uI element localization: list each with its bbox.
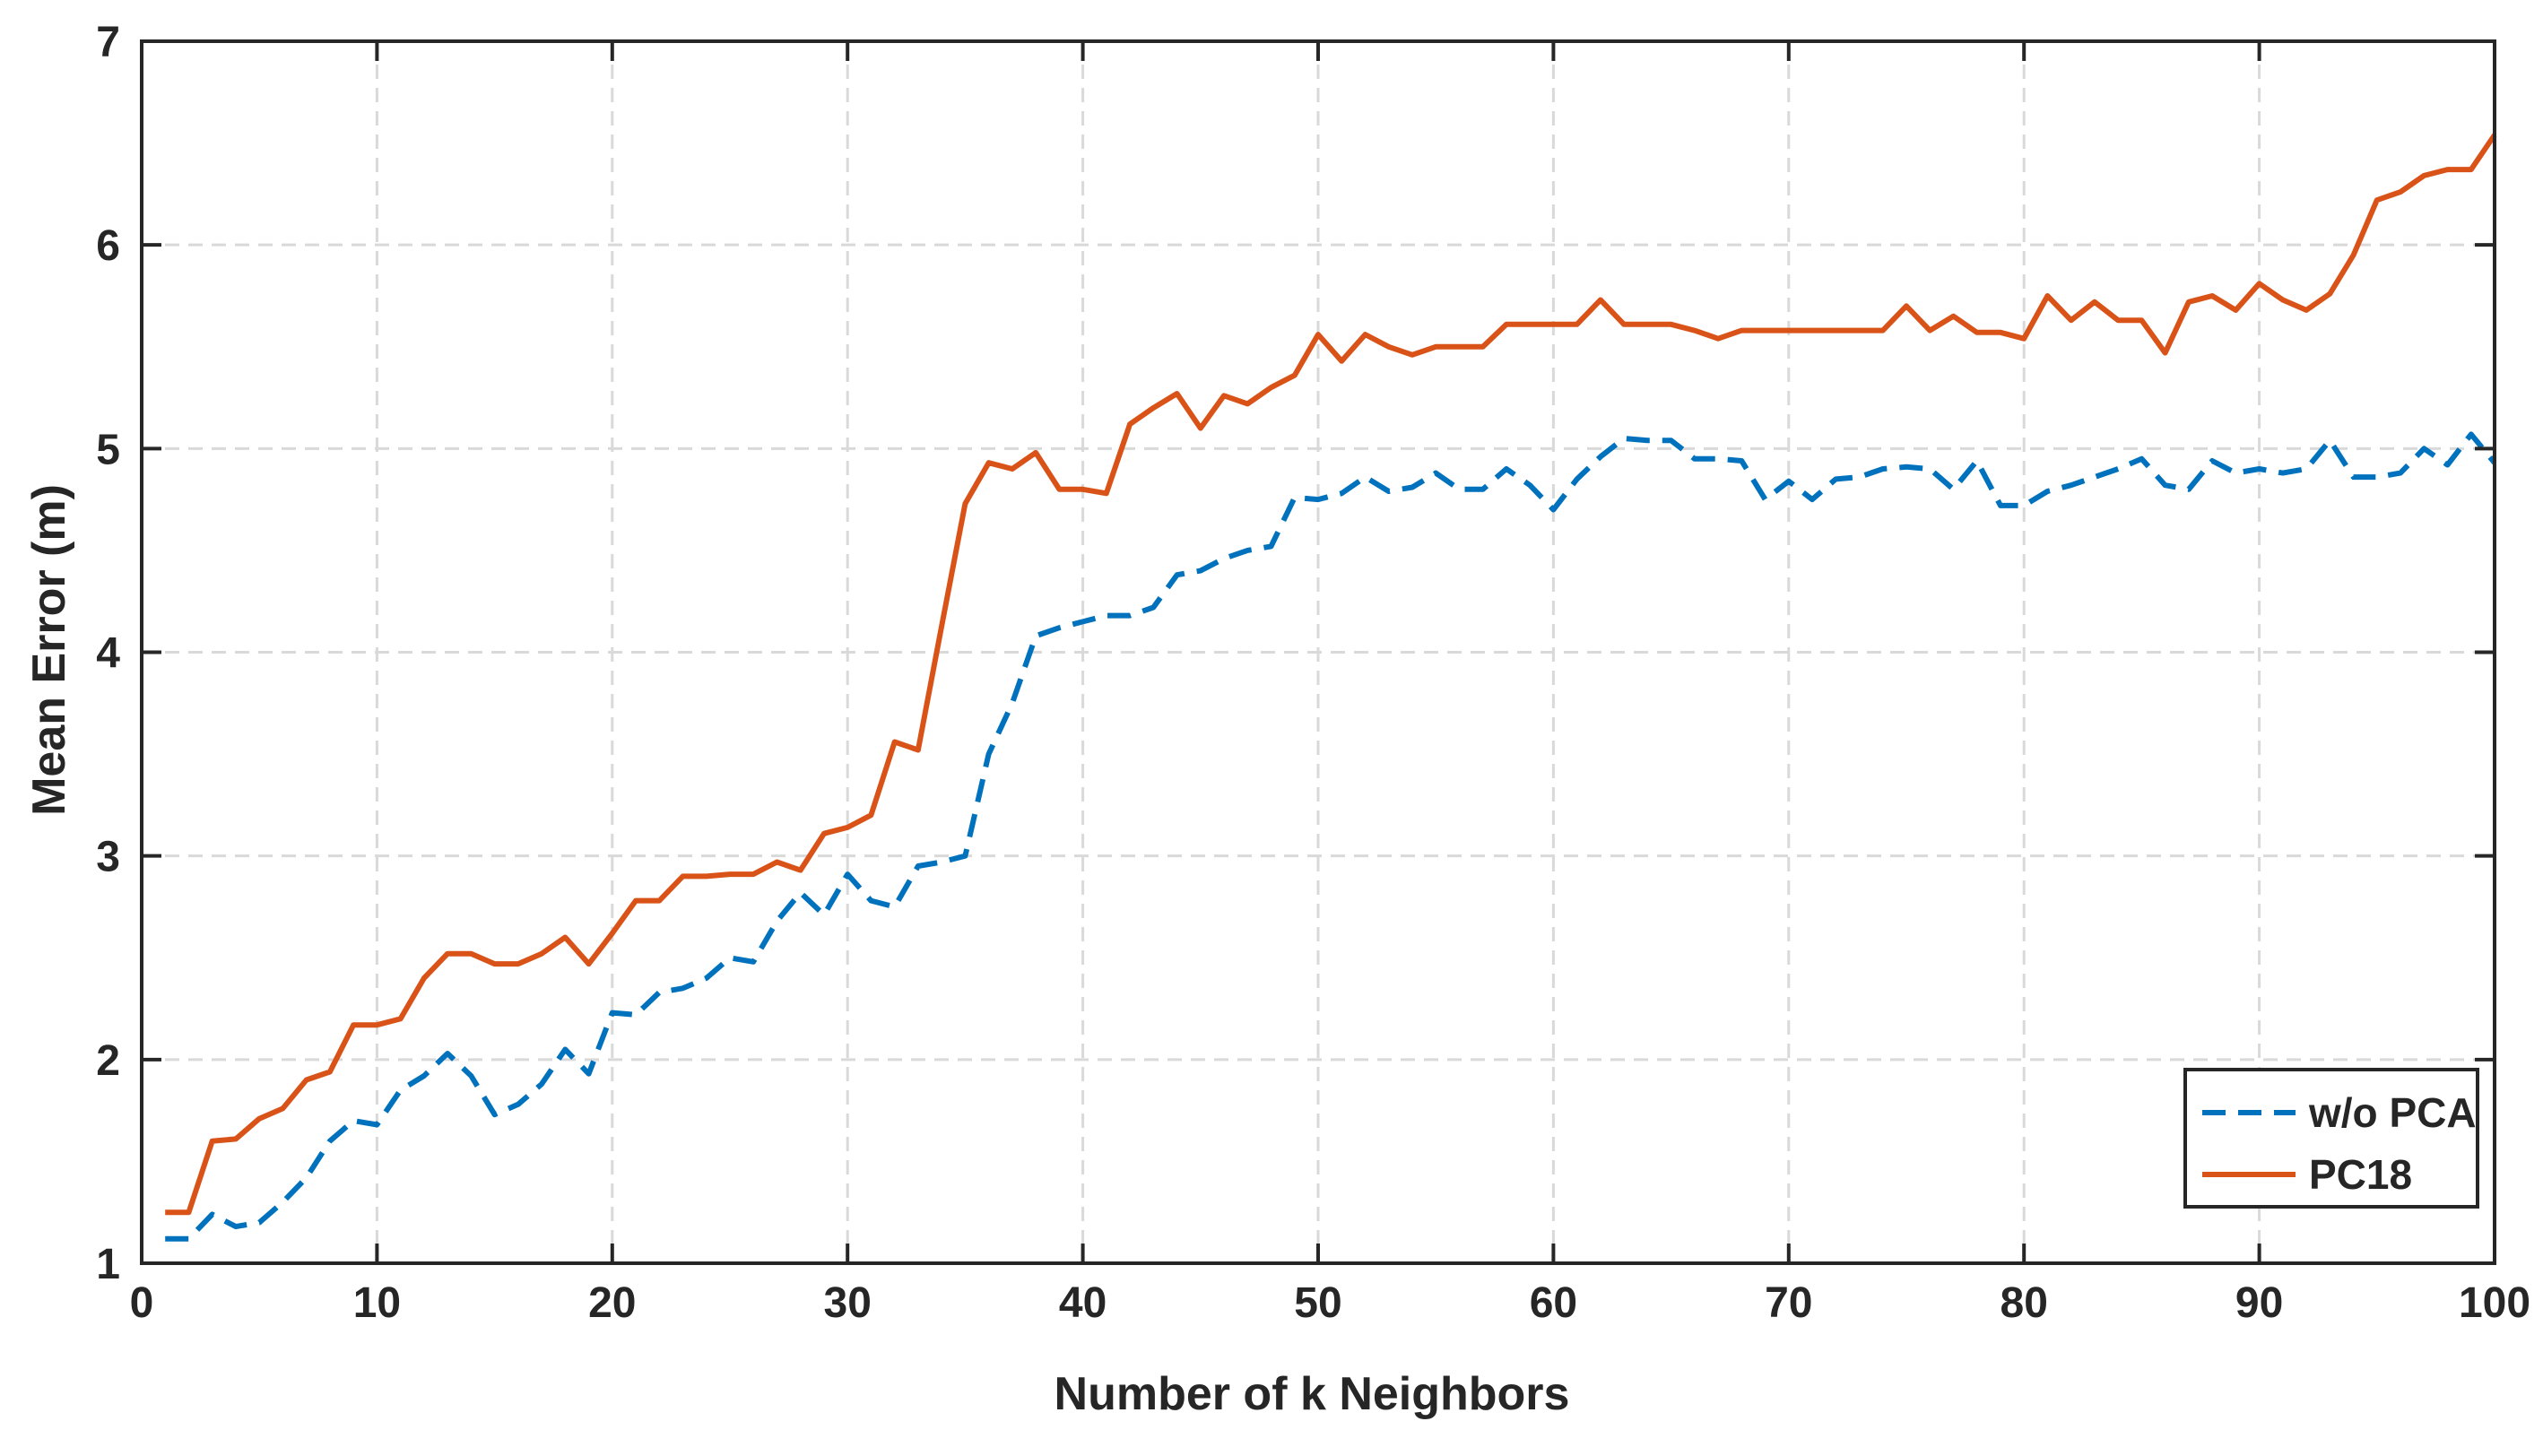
- x-axis-title: Number of k Neighbors: [1055, 1368, 1570, 1420]
- grid: [142, 41, 2495, 1263]
- legend: w/o PCA PC18: [2183, 1068, 2479, 1209]
- y-tick-label: 4: [96, 630, 120, 678]
- ticks: 0 10 20 30 40 50 60 70 80 90 100 1 2 3 4 5 6 7: [96, 19, 2530, 1327]
- series-group: [165, 133, 2497, 1242]
- x-tick-label: 80: [2001, 1279, 2048, 1327]
- x-tick-label: 0: [130, 1279, 154, 1327]
- y-tick-label: 2: [96, 1037, 120, 1085]
- x-tick-label: 100: [2459, 1279, 2530, 1327]
- y-axis-title: Mean Error (m): [23, 484, 75, 816]
- legend-box: [2183, 1068, 2479, 1209]
- x-tick-label: 70: [1765, 1279, 1812, 1327]
- y-tick-label: 7: [96, 19, 120, 66]
- y-tick-label: 6: [96, 222, 120, 270]
- x-tick-label: 20: [588, 1279, 636, 1327]
- y-tick-label: 5: [96, 426, 120, 473]
- x-tick-label: 60: [1530, 1279, 1577, 1327]
- x-tick-label: 40: [1059, 1279, 1107, 1327]
- series-line-w-o-pca: [165, 431, 2497, 1242]
- y-tick-label: 3: [96, 834, 120, 881]
- x-tick-label: 10: [353, 1279, 401, 1327]
- y-tick-label: 1: [96, 1241, 120, 1288]
- legend-label-w-o-pca: w/o PCA: [2308, 1089, 2477, 1136]
- legend-label-pc18: PC18: [2309, 1151, 2412, 1198]
- x-tick-label: 30: [824, 1279, 872, 1327]
- series-line-pc18: [165, 133, 2497, 1216]
- x-tick-label: 90: [2235, 1279, 2283, 1327]
- x-tick-label: 50: [1294, 1279, 1341, 1327]
